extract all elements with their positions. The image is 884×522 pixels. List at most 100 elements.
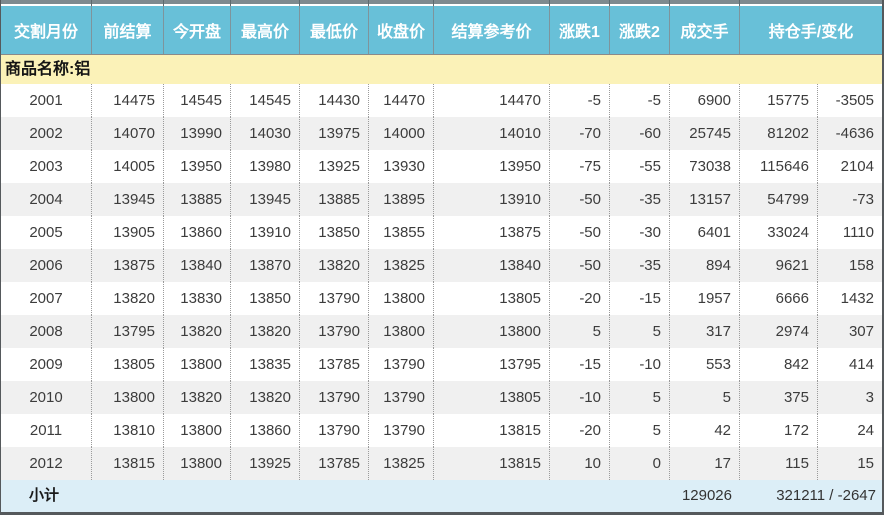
value-cell: -50: [550, 216, 610, 249]
value-cell: 14430: [300, 84, 369, 117]
value-cell: 2104: [840, 158, 874, 175]
value-cell: 6900: [670, 84, 740, 117]
quote-row-2008[interactable]: 2008 13795 13820 13820 13790 13800 13800 5 5 317 2…: [1, 315, 882, 348]
quote-row-2011[interactable]: 2011 13810 13800 13860 13790 13790 13815 -20 5 42…: [1, 414, 882, 447]
value-cell: 6666: [740, 282, 818, 315]
value-cell: 13855: [369, 216, 434, 249]
value-cell: 13820: [164, 381, 231, 414]
subtotal-openinterest-change: 321211 / -2647: [776, 487, 876, 504]
value-cell: 13815: [92, 447, 164, 480]
value-cell: 14010: [434, 117, 550, 150]
value-cell: 13800: [92, 381, 164, 414]
value-cell: 13790: [300, 381, 369, 414]
value-cell: -50: [550, 183, 610, 216]
value-cell: 13785: [300, 348, 369, 381]
quote-row-2002[interactable]: 2002 14070 13990 14030 13975 14000 14010 -70 -60…: [1, 117, 882, 150]
value-cell: 13820: [164, 315, 231, 348]
value-cell: 13925: [300, 150, 369, 183]
value-cell: 54799: [740, 183, 818, 216]
value-cell: 13810: [92, 414, 164, 447]
value-cell: 13820: [92, 282, 164, 315]
value-cell: 13800: [369, 282, 434, 315]
value-cell: 15775: [740, 84, 818, 117]
value-cell: 6401: [670, 216, 740, 249]
month-cell: 2003: [1, 150, 92, 183]
value-cell: 13790: [369, 381, 434, 414]
quote-row-2001[interactable]: 2001 14475 14545 14545 14430 14470 14470 -5 -5 69…: [1, 84, 882, 117]
value-cell: 13905: [92, 216, 164, 249]
value-cell: -5: [550, 84, 610, 117]
value-cell: -60: [610, 117, 670, 150]
value-cell: 13870: [231, 249, 300, 282]
value-cell: 5: [670, 381, 740, 414]
header-cell-6: 结算参考价: [434, 6, 550, 54]
value-cell: 13820: [231, 381, 300, 414]
value-cell: 13885: [164, 183, 231, 216]
data-rows: 2001 14475 14545 14545 14430 14470 14470 -5 -5 69…: [1, 84, 882, 480]
value-cell: 414: [848, 356, 874, 373]
value-cell: 13950: [164, 150, 231, 183]
header-cell-1: 前结算: [92, 6, 164, 54]
value-cell: -20: [550, 282, 610, 315]
subtotal-label: 小计: [29, 487, 60, 504]
value-cell: 13875: [434, 216, 550, 249]
month-cell: 2008: [1, 315, 92, 348]
value-cell: -73: [852, 191, 874, 208]
value-cell: 115: [740, 447, 818, 480]
value-cell: 17: [670, 447, 740, 480]
header-cell-10: 持仓手/变化: [768, 24, 854, 41]
top-edge-column-tick: [230, 0, 231, 6]
quote-row-2007[interactable]: 2007 13820 13830 13850 13790 13800 13805 -20 -15…: [1, 282, 882, 315]
value-cell: 13945: [231, 183, 300, 216]
top-edge-column-tick: [739, 0, 740, 6]
month-cell: 2006: [1, 249, 92, 282]
value-cell: 14000: [369, 117, 434, 150]
top-edge-column-tick: [669, 0, 670, 6]
header-cell-4: 最低价: [300, 6, 369, 54]
value-cell: 158: [848, 257, 874, 274]
quote-row-2006[interactable]: 2006 13875 13840 13870 13820 13825 13840 -50 -35…: [1, 249, 882, 282]
top-edge-column-tick: [163, 0, 164, 6]
value-cell: 375: [740, 381, 818, 414]
value-cell: 13790: [300, 315, 369, 348]
value-cell: 9621: [740, 249, 818, 282]
value-cell: 172: [740, 414, 818, 447]
header-cell-7: 涨跌1: [550, 6, 610, 54]
value-cell: -35: [610, 249, 670, 282]
value-cell: 13860: [231, 414, 300, 447]
value-cell: 14545: [164, 84, 231, 117]
value-cell: 13795: [434, 348, 550, 381]
month-cell: 2001: [1, 84, 92, 117]
value-cell: 5: [610, 315, 670, 348]
value-cell: 13860: [164, 216, 231, 249]
value-cell: 14545: [231, 84, 300, 117]
value-cell: 13790: [369, 348, 434, 381]
value-cell: 13800: [369, 315, 434, 348]
value-cell: 13805: [434, 381, 550, 414]
quote-row-2010[interactable]: 2010 13800 13820 13820 13790 13790 13805 -10 5 5 3…: [1, 381, 882, 414]
top-edge-column-tick: [609, 0, 610, 6]
value-cell: 13805: [434, 282, 550, 315]
value-cell: -4636: [835, 125, 874, 142]
value-cell: -30: [610, 216, 670, 249]
value-cell: 13790: [300, 282, 369, 315]
header-cell-3: 最高价: [231, 6, 300, 54]
subtotal-row: 小计 129026 321211 / -2647: [1, 480, 882, 512]
header-cell-2: 今开盘: [164, 6, 231, 54]
value-cell: -55: [610, 150, 670, 183]
value-cell: 13805: [92, 348, 164, 381]
value-cell: -5: [610, 84, 670, 117]
header-cell-9: 成交手: [670, 6, 740, 54]
value-cell: 13800: [434, 315, 550, 348]
quote-row-2004[interactable]: 2004 13945 13885 13945 13885 13895 13910 -50 -35…: [1, 183, 882, 216]
quote-row-2012[interactable]: 2012 13815 13800 13925 13785 13825 13815 10 0 17 1…: [1, 447, 882, 480]
value-cell: 14470: [369, 84, 434, 117]
value-cell: 13895: [369, 183, 434, 216]
value-cell: 3: [865, 389, 874, 406]
column-header-row: 交割月份 前结算 今开盘 最高价 最低价 收盘价 结算参考价 涨跌1 涨跌2 成交手 持仓手/变化: [1, 6, 882, 54]
quote-row-2003[interactable]: 2003 14005 13950 13980 13925 13930 13950 -75 -55…: [1, 150, 882, 183]
quote-row-2005[interactable]: 2005 13905 13860 13910 13850 13855 13875 -50 -30…: [1, 216, 882, 249]
value-cell: 13815: [434, 447, 550, 480]
quote-row-2009[interactable]: 2009 13805 13800 13835 13785 13790 13795 -15 -10…: [1, 348, 882, 381]
